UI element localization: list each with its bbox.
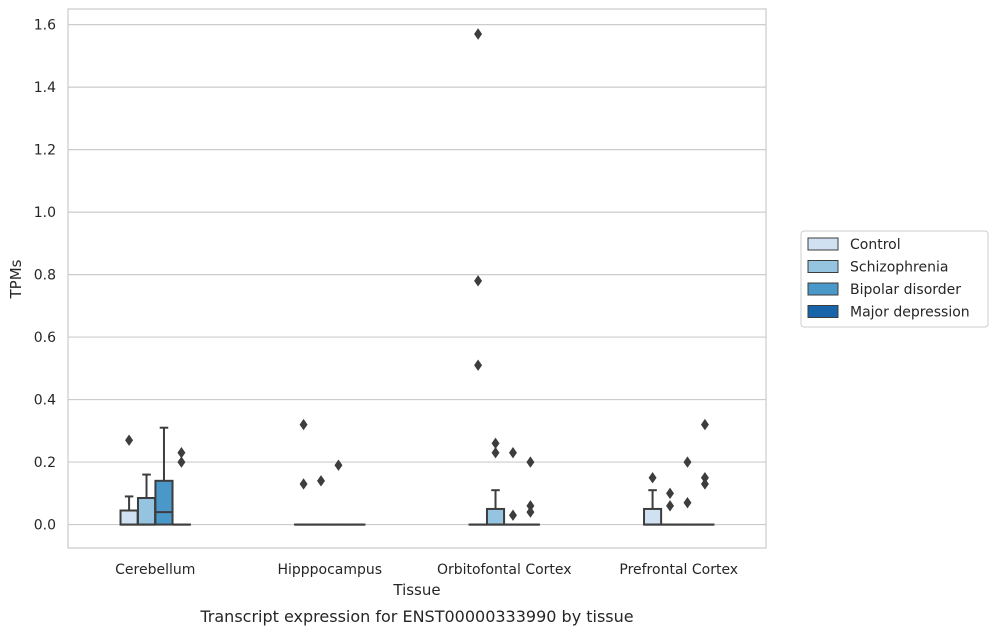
legend-label: Control <box>850 237 901 253</box>
box-series <box>119 426 715 526</box>
y-tick-label: 0.4 <box>34 393 56 409</box>
box-body <box>136 497 157 526</box>
legend-frame <box>800 230 989 328</box>
outlier-marker <box>125 434 134 446</box>
outlier-marker <box>474 275 483 287</box>
outlier-marker <box>474 359 483 371</box>
outlier-marker <box>700 478 709 490</box>
x-tick-label: Orbitofontal Cortex <box>437 562 572 578</box>
outlier-marker <box>508 447 517 459</box>
box-schizophrenia <box>485 489 506 526</box>
x-tick-label: Cerebellum <box>115 562 195 578</box>
legend-swatch <box>807 305 839 318</box>
x-tick-labels: Cerebellum Hipppocampus Orbitofontal Corte… <box>115 562 738 578</box>
chart-title: Transcript expression for ENST0000033399… <box>199 607 633 626</box>
outlier-marker <box>508 509 517 521</box>
y-tick-label: 0.8 <box>34 268 56 284</box>
outlier-marker <box>683 496 692 509</box>
box-control <box>643 489 663 526</box>
box-bipolar-disorder <box>154 426 174 526</box>
legend-swatch <box>807 237 839 251</box>
box-body <box>643 507 663 526</box>
box-body <box>485 507 506 526</box>
plot-area <box>67 8 767 549</box>
outlier-marker <box>666 500 675 512</box>
legend: Control Schizophrenia Bipolar disorder Majo… <box>800 230 989 328</box>
legend-swatch <box>807 260 839 273</box>
outlier-marker <box>177 456 186 468</box>
y-tick-labels: 0.0 0.2 0.4 0.6 0.8 1.0 1.2 1.4 1.6 <box>34 18 56 534</box>
outlier-marker <box>317 475 326 487</box>
y-tick-label: 0.6 <box>34 330 56 346</box>
legend-label: Major depression <box>850 305 970 321</box>
outlier-marker <box>648 471 657 484</box>
x-tick-label: Hipppocampus <box>277 562 382 578</box>
y-tick-label: 0.2 <box>34 455 56 471</box>
y-tick-label: 1.0 <box>34 205 56 221</box>
y-axis-label: TPMs <box>7 259 25 299</box>
box-body <box>154 479 174 526</box>
outlier-marker <box>491 447 500 459</box>
legend-label: Bipolar disorder <box>850 282 961 298</box>
x-axis-label: Tissue <box>392 581 440 599</box>
outlier-marker <box>526 456 535 468</box>
outlier-marker <box>526 506 535 518</box>
legend-swatch <box>807 282 839 296</box>
outlier-marker <box>666 487 675 500</box>
y-tick-label: 1.4 <box>34 80 56 96</box>
legend-label: Schizophrenia <box>850 260 948 276</box>
outlier-marker <box>334 459 343 471</box>
outlier-marker <box>299 478 308 490</box>
outlier-marker <box>700 418 709 431</box>
outlier-marker <box>683 456 692 468</box>
y-tick-label: 1.6 <box>34 18 56 34</box>
y-tick-label: 0.0 <box>34 518 56 534</box>
outlier-marker <box>299 418 308 431</box>
y-tick-label: 1.2 <box>34 143 56 159</box>
box-body <box>119 509 139 526</box>
outlier-points <box>125 28 709 521</box>
x-tick-label: Prefrontal Cortex <box>619 562 738 578</box>
outlier-marker <box>474 28 483 40</box>
